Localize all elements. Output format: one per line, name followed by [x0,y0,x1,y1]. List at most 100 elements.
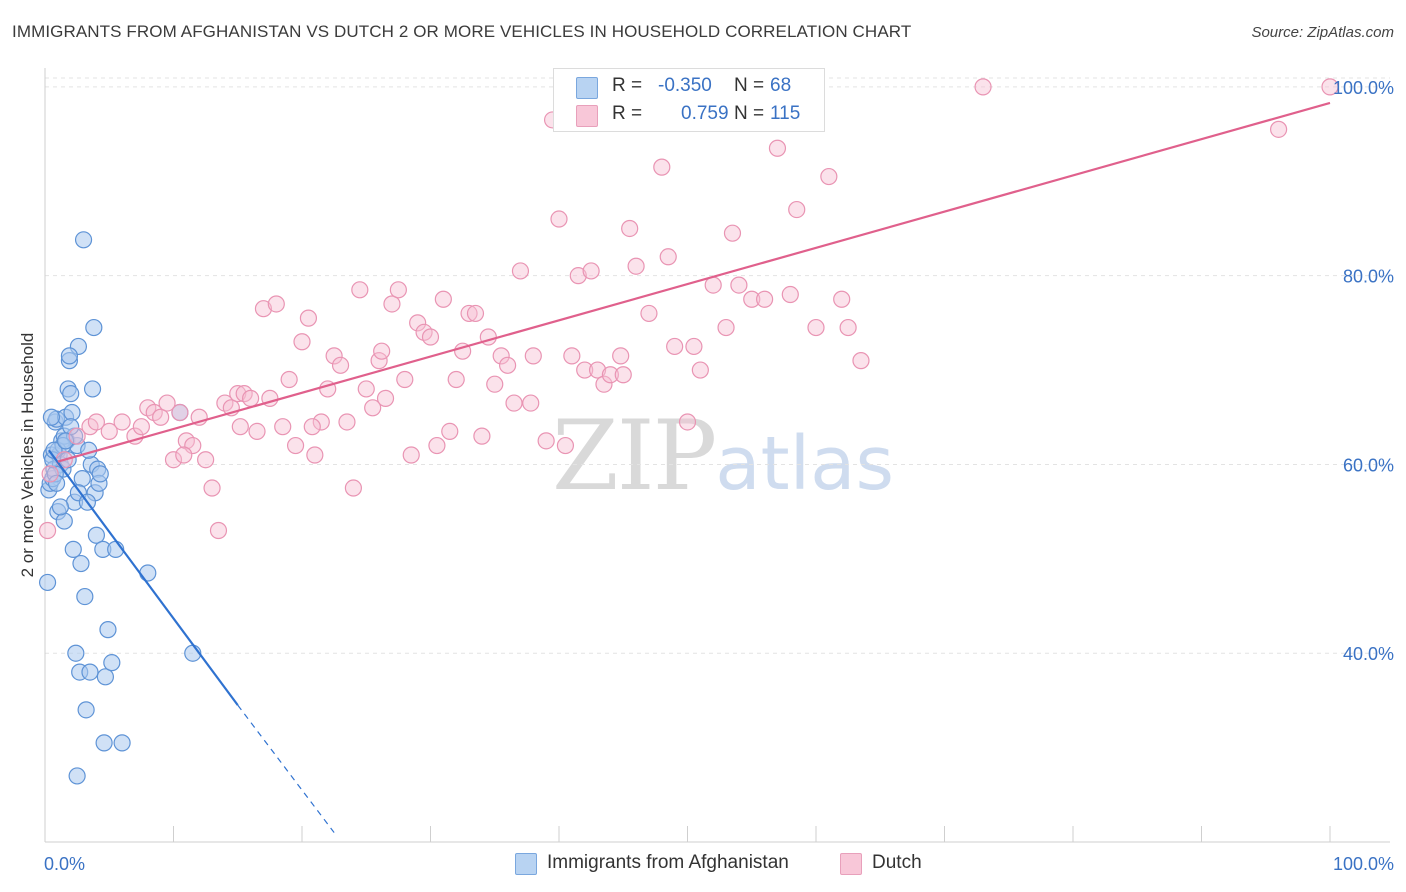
data-point-afghanistan [74,231,93,249]
data-point-dutch [1321,78,1339,96]
data-point-afghanistan [42,408,61,426]
data-point-dutch [325,347,343,365]
data-point-dutch [184,436,202,455]
data-point-dutch [68,427,86,445]
data-point-dutch [524,347,542,365]
legend-n-value: 68 [770,75,792,96]
data-point-dutch [556,436,575,455]
data-point-dutch [447,370,465,389]
dutch-points [38,78,1339,540]
data-point-afghanistan [99,621,117,639]
data-point-dutch [171,403,189,422]
data-point-dutch [242,389,260,407]
bottom-legend-swatch-blue [515,853,537,875]
data-point-dutch [473,427,491,445]
data-point-dutch [807,318,825,337]
trend-line-afghanistan-extension [237,704,335,833]
data-point-afghanistan [62,385,80,403]
data-point-dutch [569,267,587,285]
y-axis-label: 2 or more Vehicles in Household [18,332,37,578]
data-point-afghanistan [139,564,157,582]
data-point-dutch [833,290,851,308]
data-point-dutch [293,333,311,351]
data-point-dutch [383,295,401,313]
legend-n-value: 115 [770,103,801,124]
data-point-dutch [87,413,106,431]
watermark-zip: ZIP [552,400,717,512]
correlation-legend: R = -0.350 N = 68 R = 0.759 N = 115 [553,68,825,132]
data-point-afghanistan [103,654,121,672]
data-point-dutch [434,290,452,308]
data-point-dutch [299,309,318,327]
data-point-afghanistan [51,498,70,516]
y-tick-label: 80.0% [1343,267,1394,287]
data-point-dutch [409,314,427,332]
data-point-dutch [666,337,684,356]
data-point-dutch [231,418,249,436]
data-point-dutch [38,521,57,540]
data-point-dutch [730,276,748,294]
data-point-dutch [974,78,992,96]
x-tick-label: 0.0% [44,854,85,874]
data-point-dutch [460,304,478,323]
axes [44,68,1390,843]
y-tick-label: 100.0% [1333,78,1394,98]
legend-r-value: -0.350 [658,75,712,96]
data-point-dutch [678,413,697,431]
data-point-afghanistan [91,465,109,483]
bottom-legend-swatch-pink [840,853,862,875]
data-point-dutch [100,422,118,441]
data-point-afghanistan [85,318,103,337]
data-point-dutch [229,385,247,403]
data-point-dutch [582,262,600,280]
data-point-dutch [612,347,630,365]
data-point-dutch [357,380,375,398]
data-point-dutch [267,295,285,313]
data-point-dutch [852,352,870,370]
afghanistan-points [38,231,202,785]
data-point-afghanistan [47,474,66,492]
data-point-dutch [659,248,677,266]
data-point-dutch [743,290,761,308]
data-point-dutch [621,219,639,238]
data-point-dutch [41,465,59,483]
grid-lines [45,77,1390,654]
legend-n-label: N = [734,75,765,96]
data-point-dutch [685,337,703,356]
data-point-dutch [781,285,799,304]
bottom-legend-label: Dutch [872,852,922,873]
data-point-dutch [505,394,523,412]
legend-n-label: N = [734,103,765,124]
data-point-dutch [364,399,382,417]
data-point-dutch [132,418,150,436]
data-point-dutch [175,446,193,464]
bottom-legend-label: Immigrants from Afghanistan [547,852,789,873]
data-point-dutch [164,451,183,469]
legend-swatch-pink [576,105,598,127]
chart-title: IMMIGRANTS FROM AFGHANISTAN VS DUTCH 2 O… [12,22,912,41]
data-point-dutch [499,356,517,374]
legend-swatch-blue [576,77,598,99]
legend-r-value: 0.759 [681,103,729,124]
data-point-dutch [614,366,632,384]
data-point-dutch [627,257,645,275]
data-point-dutch [486,375,504,393]
data-point-dutch [303,418,321,436]
data-point-afghanistan [67,644,85,662]
data-point-dutch [755,290,774,308]
y-tick-label: 40.0% [1343,644,1394,664]
data-point-dutch [421,328,440,346]
data-point-dutch [537,432,555,450]
data-point-dutch [717,318,735,337]
data-point-dutch [691,361,709,379]
legend-r-label: R = [612,103,643,124]
data-point-dutch [312,413,330,431]
trend-line-dutch [57,101,1331,463]
data-point-dutch [576,361,594,379]
data-point-afghanistan [95,734,113,752]
data-point-dutch [274,418,292,436]
data-point-afghanistan [76,587,94,606]
data-point-dutch [306,446,324,464]
data-point-dutch [376,389,395,407]
data-point-dutch [373,342,391,360]
